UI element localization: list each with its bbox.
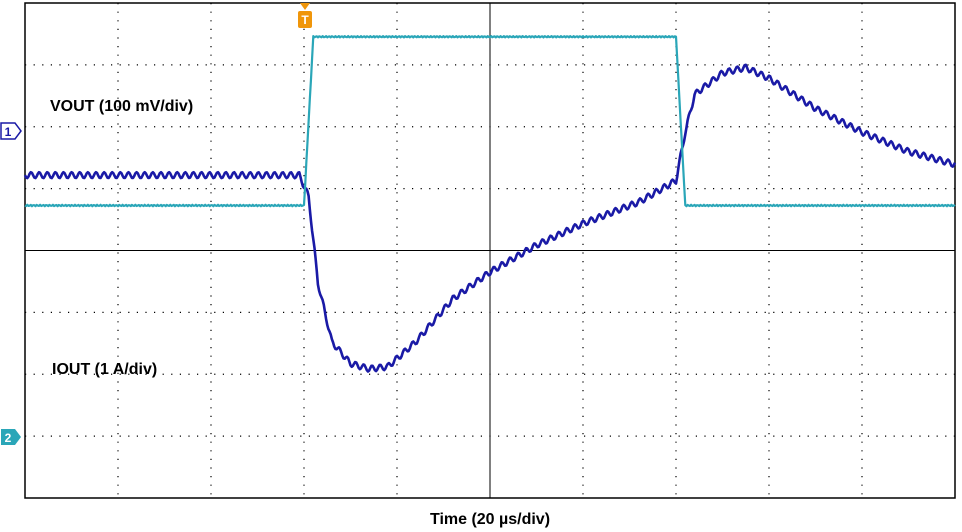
trigger-label: T [301, 13, 309, 27]
channel-2-arrow-icon [1, 429, 21, 445]
traces [23, 35, 957, 373]
channel-1-label: 1 [5, 125, 12, 139]
trace-iout [24, 35, 956, 208]
trigger-marker: T [298, 3, 312, 28]
channel-1-arrow-icon [0, 122, 22, 140]
channel-2-marker: 2 [1, 429, 21, 445]
trace-vout [23, 63, 957, 373]
channel-2-label: 2 [5, 431, 12, 445]
trigger-arrow-icon [300, 3, 310, 10]
channel-1-marker: 1 [0, 122, 22, 140]
series-label-iout: IOUT (1 A/div) [52, 361, 157, 378]
x-axis-label: Time (20 µs/div) [430, 511, 550, 528]
series-label-vout: VOUT (100 mV/div) [50, 98, 193, 115]
grid [25, 3, 955, 498]
trigger-badge [298, 11, 312, 28]
